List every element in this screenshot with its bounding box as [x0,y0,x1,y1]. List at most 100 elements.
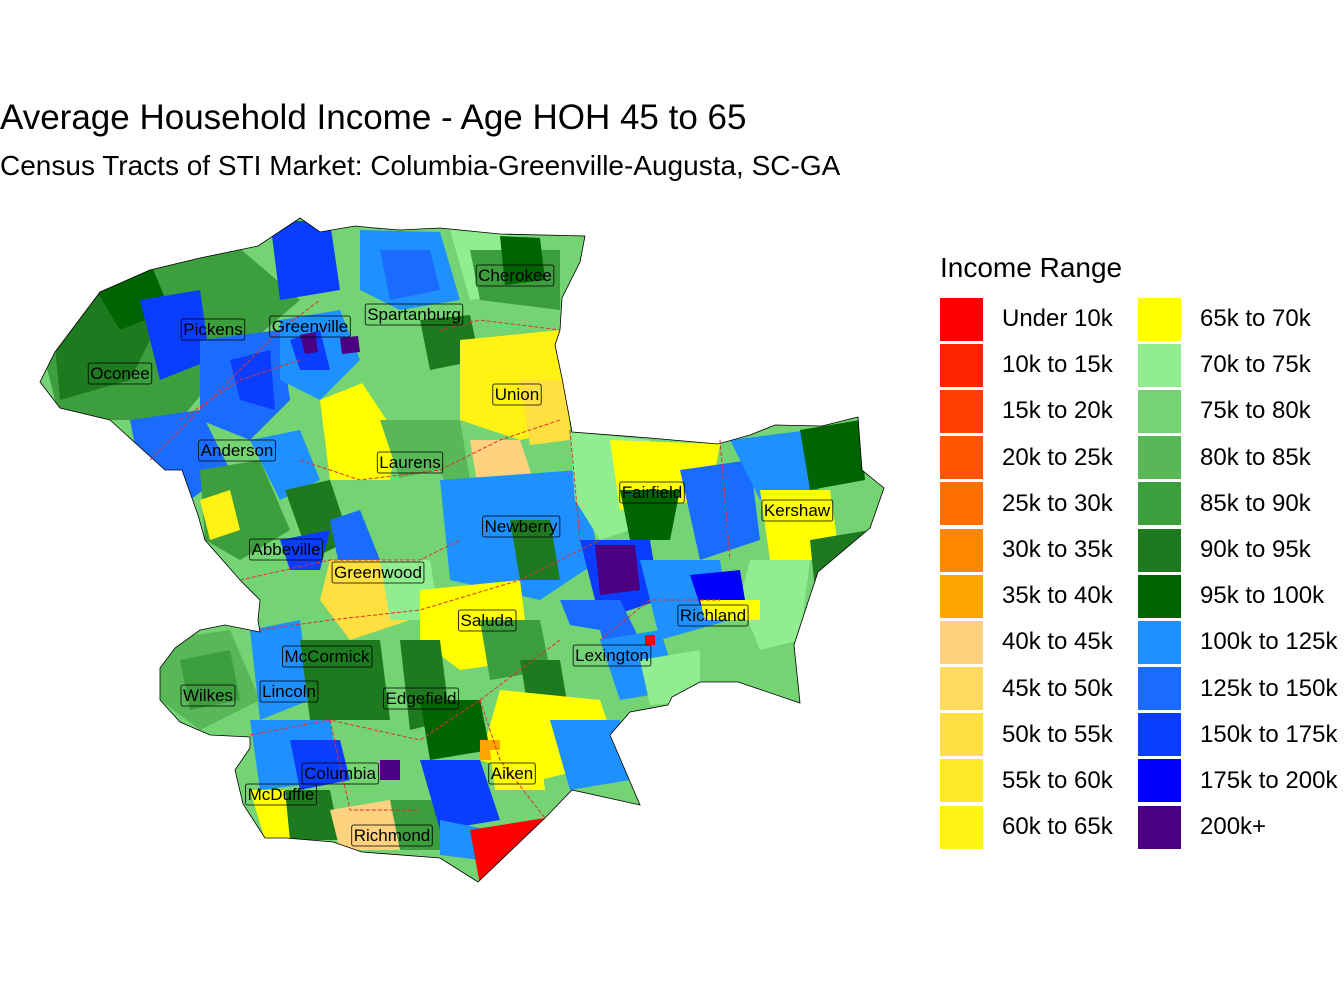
county-label: Spartanburg [364,303,464,326]
legend-item: 25k to 30k [940,481,1124,527]
legend-label: 10k to 15k [1002,351,1113,379]
legend-swatch [940,805,983,849]
legend-item: 75k to 80k [1138,388,1344,434]
legend-item: 65k to 70k [1138,296,1344,342]
county-label-box [482,515,561,538]
legend-label: 200k+ [1200,813,1267,841]
legend-label: 45k to 50k [1002,674,1113,702]
county-label-box [269,315,351,338]
legend-item: 150k to 175k [1138,712,1344,758]
county-label: Lexington [572,644,652,667]
legend-swatch [940,759,983,803]
county-label-box [301,762,379,785]
county-label: Greenville [269,315,351,338]
legend-item: 125k to 150k [1138,666,1344,712]
legend-label: 20k to 25k [1002,443,1113,471]
legend-swatch [1138,528,1181,572]
county-label-box [488,762,536,785]
legend-item: 70k to 75k [1138,342,1344,388]
county-label-text: Lexington [575,646,649,665]
county-label-text: Abbeville [252,540,321,559]
legend-swatch [1138,436,1181,480]
county-label-box [282,645,373,668]
county-label: Saluda [458,609,517,632]
county-label-text: Richmond [354,826,431,845]
county-label-box [180,318,246,341]
county-label-text: Saluda [461,611,514,630]
legend-label: 175k to 200k [1200,766,1338,794]
county-label: Anderson [198,439,276,462]
legend-item: 60k to 65k [940,804,1124,850]
county-label-text: McCormick [285,647,370,666]
county-label-text: Union [495,385,539,404]
county-label-text: Fairfield [622,483,682,502]
legend-item: 45k to 50k [940,666,1124,712]
legend-swatch [940,343,983,387]
county-label-box [198,439,276,462]
county-label-box [572,644,652,667]
legend-item: 100k to 125k [1138,619,1344,665]
county-label-box [245,783,317,806]
county-label-box [351,824,433,847]
choropleth-map: Cherokee Pickens Greenville Spartanburg Ocon… [39,217,885,883]
legend-item: 40k to 45k [940,619,1124,665]
legend-label: 65k to 70k [1200,305,1311,333]
legend-swatch [1138,667,1181,711]
legend-swatch [1138,482,1181,526]
county-label-text: Pickens [183,320,243,339]
county-label: Fairfield [619,481,685,504]
county-label-box [475,264,555,287]
legend-swatch [940,667,983,711]
county-label-text: Anderson [201,441,274,460]
legend-column-1: Under 10k 10k to 15k 15k to 20k 20k to 25k 2… [940,296,1124,850]
legend-item: 15k to 20k [940,388,1124,434]
legend-label: 80k to 85k [1200,443,1311,471]
county-label-box [383,687,459,710]
legend-label: 35k to 40k [1002,582,1113,610]
county-label-text: Spartanburg [367,305,461,324]
county-label-text: Oconee [90,364,150,383]
county-label-box [677,604,749,627]
legend-swatch [1138,343,1181,387]
legend-label: 85k to 90k [1200,489,1311,517]
legend-label: 15k to 20k [1002,397,1113,425]
county-label-box [364,303,464,326]
county-label-box [249,538,323,561]
county-label-text: Edgefield [386,689,457,708]
county-label-box [619,481,685,504]
legend-item: 95k to 100k [1138,573,1344,619]
legend-label: 40k to 45k [1002,628,1113,656]
legend-item: 10k to 15k [940,342,1124,388]
county-label-text: Greenville [272,317,349,336]
county-label: Pickens [180,318,246,341]
county-label: Wilkes [180,684,236,707]
legend: Income Range Under 10k 10k to 15k 15k to 2… [940,252,1344,850]
county-label-text: Kershaw [764,501,831,520]
county-label: McDuffie [245,783,317,806]
legend-swatch [1138,389,1181,433]
legend-label: Under 10k [1002,305,1113,333]
county-label: Edgefield [383,687,459,710]
county-label-box [761,499,834,522]
legend-swatch [1138,620,1181,664]
legend-item: 175k to 200k [1138,758,1344,804]
county-label: Laurens [376,451,444,474]
legend-item: 50k to 55k [940,712,1124,758]
county-label-box [492,383,542,406]
legend-swatch [1138,574,1181,618]
legend-item: Under 10k [940,296,1124,342]
county-label-box [331,561,425,584]
market-outline [39,217,885,883]
legend-swatch [940,389,983,433]
legend-swatch [1138,713,1181,757]
county-label-box [180,684,236,707]
chart-title: Average Household Income - Age HOH 45 to… [0,98,747,137]
legend-item: 30k to 35k [940,527,1124,573]
county-label: Cherokee [475,264,555,287]
county-label: Oconee [87,362,153,385]
legend-item: 90k to 95k [1138,527,1344,573]
county-label: Union [492,383,542,406]
legend-label: 100k to 125k [1200,628,1338,656]
legend-swatch [1138,297,1181,341]
legend-label: 95k to 100k [1200,582,1325,610]
